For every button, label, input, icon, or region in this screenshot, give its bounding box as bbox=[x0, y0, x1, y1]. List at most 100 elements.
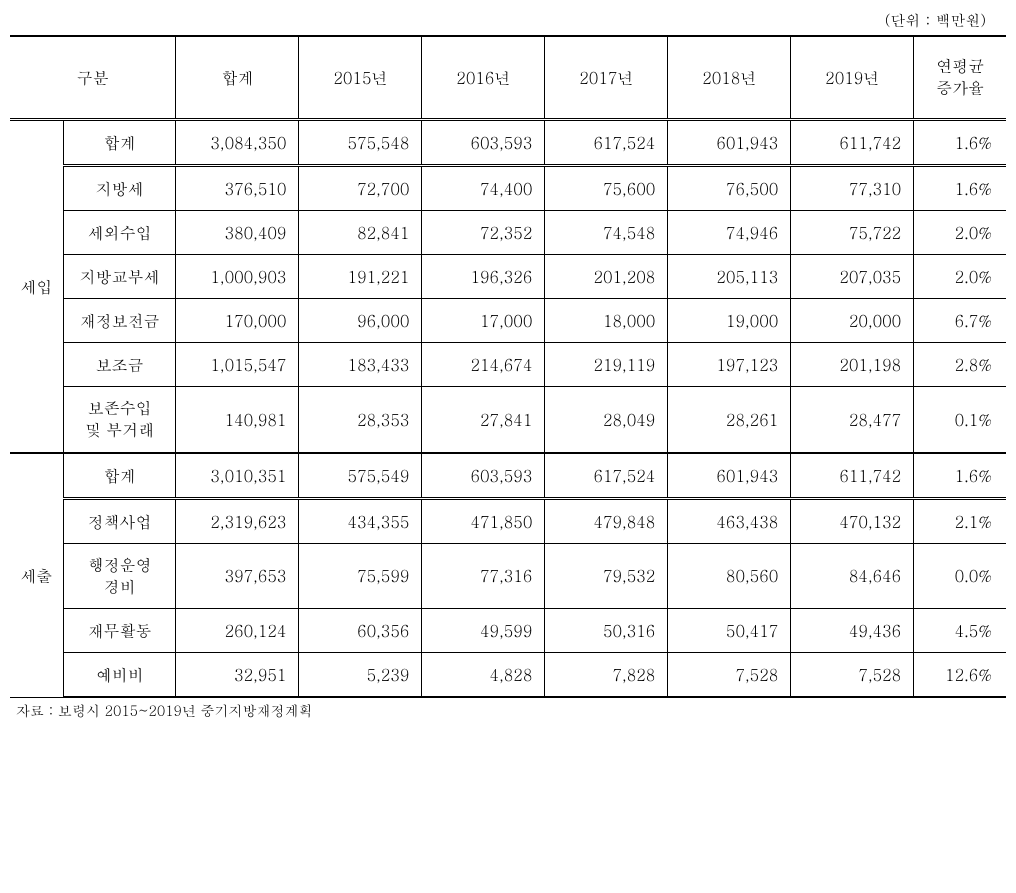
cell-value: 617,524 bbox=[545, 119, 668, 165]
table-row: 보존수입 및 부거래 140,981 28,353 27,841 28,049 … bbox=[10, 386, 1006, 452]
cell-rate: 0.0% bbox=[914, 543, 1006, 609]
cell-value: 197,123 bbox=[668, 342, 791, 386]
cell-value: 575,548 bbox=[299, 119, 422, 165]
cell-value: 5,239 bbox=[299, 653, 422, 698]
cell-value: 75,600 bbox=[545, 165, 668, 210]
table-row: 지방세 376,510 72,700 74,400 75,600 76,500 … bbox=[10, 165, 1006, 210]
header-year-2015: 2015년 bbox=[299, 36, 422, 119]
cell-value: 201,208 bbox=[545, 254, 668, 298]
cell-rate: 12.6% bbox=[914, 653, 1006, 698]
row-label-line1: 행정운영 bbox=[88, 553, 152, 576]
cell-value: 214,674 bbox=[422, 342, 545, 386]
cell-rate: 2.8% bbox=[914, 342, 1006, 386]
table-row: 보조금 1,015,547 183,433 214,674 219,119 19… bbox=[10, 342, 1006, 386]
header-year-2017: 2017년 bbox=[545, 36, 668, 119]
cell-value: 170,000 bbox=[176, 298, 299, 342]
header-rate-line2: 증가율 bbox=[936, 76, 984, 99]
header-year-2019: 2019년 bbox=[791, 36, 914, 119]
cell-rate: 2.1% bbox=[914, 498, 1006, 543]
cell-rate: 1.6% bbox=[914, 453, 1006, 499]
row-label: 재무활동 bbox=[63, 609, 176, 653]
cell-value: 28,049 bbox=[545, 386, 668, 452]
cell-value: 32,951 bbox=[176, 653, 299, 698]
cell-rate: 1.6% bbox=[914, 165, 1006, 210]
section-name-revenue: 세입 bbox=[10, 119, 63, 452]
cell-value: 611,742 bbox=[791, 119, 914, 165]
row-label: 예비비 bbox=[63, 653, 176, 698]
cell-value: 72,700 bbox=[299, 165, 422, 210]
cell-value: 3,010,351 bbox=[176, 453, 299, 499]
cell-value: 183,433 bbox=[299, 342, 422, 386]
cell-value: 28,477 bbox=[791, 386, 914, 452]
cell-value: 7,528 bbox=[668, 653, 791, 698]
cell-value: 191,221 bbox=[299, 254, 422, 298]
row-label: 지방교부세 bbox=[63, 254, 176, 298]
cell-value: 219,119 bbox=[545, 342, 668, 386]
cell-value: 72,352 bbox=[422, 210, 545, 254]
cell-value: 50,316 bbox=[545, 609, 668, 653]
table-row: 재무활동 260,124 60,356 49,599 50,316 50,417… bbox=[10, 609, 1006, 653]
cell-value: 207,035 bbox=[791, 254, 914, 298]
row-label: 재정보전금 bbox=[63, 298, 176, 342]
cell-rate: 2.0% bbox=[914, 210, 1006, 254]
row-label-line2: 경비 bbox=[104, 575, 136, 598]
cell-value: 49,436 bbox=[791, 609, 914, 653]
cell-value: 79,532 bbox=[545, 543, 668, 609]
cell-value: 611,742 bbox=[791, 453, 914, 499]
row-label: 보조금 bbox=[63, 342, 176, 386]
row-label: 정책사업 bbox=[63, 498, 176, 543]
cell-value: 601,943 bbox=[668, 119, 791, 165]
cell-rate: 0.1% bbox=[914, 386, 1006, 452]
row-label: 합계 bbox=[63, 119, 176, 165]
cell-value: 7,528 bbox=[791, 653, 914, 698]
table-row: 세출 합계 3,010,351 575,549 603,593 617,524 … bbox=[10, 453, 1006, 499]
unit-label: (단위 : 백만원) bbox=[10, 10, 1006, 31]
finance-table: 구분 합계 2015년 2016년 2017년 2018년 2019년 연평균 … bbox=[10, 35, 1006, 698]
cell-value: 2,319,623 bbox=[176, 498, 299, 543]
cell-rate: 6.7% bbox=[914, 298, 1006, 342]
table-header: 구분 합계 2015년 2016년 2017년 2018년 2019년 연평균 … bbox=[10, 36, 1006, 119]
cell-value: 463,438 bbox=[668, 498, 791, 543]
header-sum: 합계 bbox=[176, 36, 299, 119]
cell-rate: 2.0% bbox=[914, 254, 1006, 298]
cell-value: 74,946 bbox=[668, 210, 791, 254]
row-label: 합계 bbox=[63, 453, 176, 499]
table-row: 정책사업 2,319,623 434,355 471,850 479,848 4… bbox=[10, 498, 1006, 543]
cell-value: 617,524 bbox=[545, 453, 668, 499]
table-row: 세외수입 380,409 82,841 72,352 74,548 74,946… bbox=[10, 210, 1006, 254]
cell-value: 49,599 bbox=[422, 609, 545, 653]
table-row: 세입 합계 3,084,350 575,548 603,593 617,524 … bbox=[10, 119, 1006, 165]
cell-value: 50,417 bbox=[668, 609, 791, 653]
row-label: 보존수입 및 부거래 bbox=[63, 386, 176, 452]
cell-value: 75,599 bbox=[299, 543, 422, 609]
cell-value: 1,015,547 bbox=[176, 342, 299, 386]
header-rate: 연평균 증가율 bbox=[914, 36, 1006, 119]
row-label: 지방세 bbox=[63, 165, 176, 210]
cell-value: 397,653 bbox=[176, 543, 299, 609]
cell-value: 470,132 bbox=[791, 498, 914, 543]
cell-value: 4,828 bbox=[422, 653, 545, 698]
cell-value: 603,593 bbox=[422, 453, 545, 499]
header-category: 구분 bbox=[10, 36, 176, 119]
cell-value: 205,113 bbox=[668, 254, 791, 298]
cell-value: 434,355 bbox=[299, 498, 422, 543]
table-row: 예비비 32,951 5,239 4,828 7,828 7,528 7,528… bbox=[10, 653, 1006, 698]
cell-value: 80,560 bbox=[668, 543, 791, 609]
cell-value: 376,510 bbox=[176, 165, 299, 210]
cell-rate: 4.5% bbox=[914, 609, 1006, 653]
table-row: 재정보전금 170,000 96,000 17,000 18,000 19,00… bbox=[10, 298, 1006, 342]
cell-value: 77,316 bbox=[422, 543, 545, 609]
cell-value: 1,000,903 bbox=[176, 254, 299, 298]
cell-value: 479,848 bbox=[545, 498, 668, 543]
cell-value: 84,646 bbox=[791, 543, 914, 609]
cell-value: 17,000 bbox=[422, 298, 545, 342]
cell-value: 82,841 bbox=[299, 210, 422, 254]
header-rate-line1: 연평균 bbox=[936, 54, 984, 77]
row-label-line2: 및 부거래 bbox=[85, 418, 154, 441]
cell-value: 380,409 bbox=[176, 210, 299, 254]
cell-value: 28,353 bbox=[299, 386, 422, 452]
cell-value: 75,722 bbox=[791, 210, 914, 254]
cell-value: 140,981 bbox=[176, 386, 299, 452]
cell-value: 201,198 bbox=[791, 342, 914, 386]
cell-value: 471,850 bbox=[422, 498, 545, 543]
